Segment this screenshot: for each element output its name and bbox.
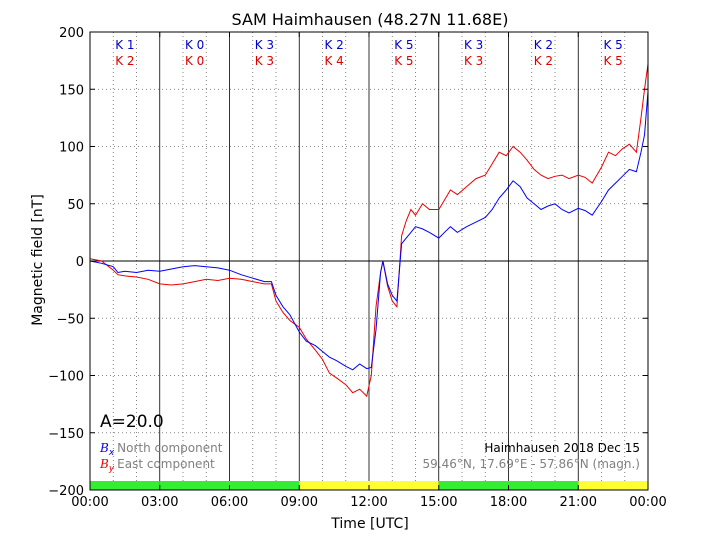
activity-segment — [438, 481, 509, 490]
legend-east-name: East component — [117, 457, 215, 471]
legend-north-subscript: x — [108, 448, 115, 458]
k-index-north: K 3 — [255, 38, 274, 52]
k-index-east: K 3 — [255, 54, 274, 68]
k-index-north: K 5 — [603, 38, 622, 52]
legend-north-symbol: B — [99, 441, 109, 455]
activity-segment — [159, 481, 230, 490]
k-index-north: K 3 — [464, 38, 483, 52]
y-tick-label: 150 — [59, 83, 84, 98]
k-index-east: K 5 — [603, 54, 622, 68]
k-index-east: K 4 — [324, 54, 343, 68]
k-index-north: K 2 — [324, 38, 343, 52]
y-tick-label: −150 — [48, 427, 84, 442]
k-index-east: K 2 — [534, 54, 553, 68]
legend: Bx North component By East component — [99, 441, 223, 474]
activity-segment — [369, 481, 439, 490]
k-index-north: K 1 — [115, 38, 134, 52]
x-tick-label: 12:00 — [350, 495, 387, 510]
series-line-east — [89, 64, 649, 398]
k-index-east: K 2 — [115, 54, 134, 68]
chart-title: SAM Haimhausen (48.27N 11.68E) — [232, 10, 509, 29]
y-tick-label: 50 — [67, 198, 84, 213]
activity-segment — [508, 481, 579, 490]
k-index-east: K 0 — [185, 54, 204, 68]
series-group — [89, 64, 649, 398]
k-index-east: K 3 — [464, 54, 483, 68]
legend-north: Bx North component — [99, 441, 223, 458]
y-tick-label: 100 — [59, 141, 84, 156]
activity-segment — [229, 481, 300, 490]
y-tick-label: −200 — [48, 484, 84, 499]
station-date-label: Haimhausen 2018 Dec 15 — [484, 441, 640, 455]
k-index-east: K 5 — [394, 54, 413, 68]
legend-east-subscript: y — [108, 464, 115, 474]
legend-north-name: North component — [117, 441, 223, 455]
x-axis-ticks: 00:00 03:00 06:00 09:00 12:00 15:00 18:00 21:00… — [71, 32, 667, 510]
x-tick-label: 09:00 — [281, 495, 318, 510]
y-tick-label: −100 — [48, 370, 84, 385]
activity-segment — [299, 481, 369, 490]
y-tick-label: −50 — [57, 312, 84, 327]
series-line-north — [89, 91, 649, 371]
x-tick-label: 06:00 — [211, 495, 248, 510]
amplitude-label: A=20.0 — [100, 412, 164, 432]
x-axis-label: Time [UTC] — [330, 516, 408, 532]
k-index-labels: K 1 K 0 K 3 K 2 K 5 K 3 K 2 K 5 K 2 K 0 K 3 K 4 K 5 K… — [115, 38, 623, 68]
legend-east: By East component — [99, 457, 215, 474]
legend-east-symbol: B — [99, 457, 109, 471]
x-tick-label: 00:00 — [629, 495, 666, 510]
y-axis-ticks: −200 −150 −100 −50 0 50 100 150 200 — [48, 26, 648, 499]
activity-segment — [578, 481, 648, 490]
y-tick-label: 200 — [59, 26, 84, 41]
y-tick-label: 0 — [76, 255, 84, 270]
x-tick-label: 03:00 — [141, 495, 178, 510]
activity-bar — [90, 481, 648, 490]
k-index-north: K 5 — [394, 38, 413, 52]
activity-segment — [90, 481, 160, 490]
coords-label: 59.46°N, 17.69°E - 57.86°N (magn.) — [423, 457, 640, 471]
x-tick-label: 15:00 — [420, 495, 457, 510]
x-tick-label: 21:00 — [560, 495, 597, 510]
x-tick-label: 18:00 — [490, 495, 527, 510]
k-index-north: K 2 — [534, 38, 553, 52]
k-index-north: K 0 — [185, 38, 204, 52]
x-tick-label: 00:00 — [71, 495, 108, 510]
y-axis-label: Magnetic field [nT] — [30, 194, 46, 326]
